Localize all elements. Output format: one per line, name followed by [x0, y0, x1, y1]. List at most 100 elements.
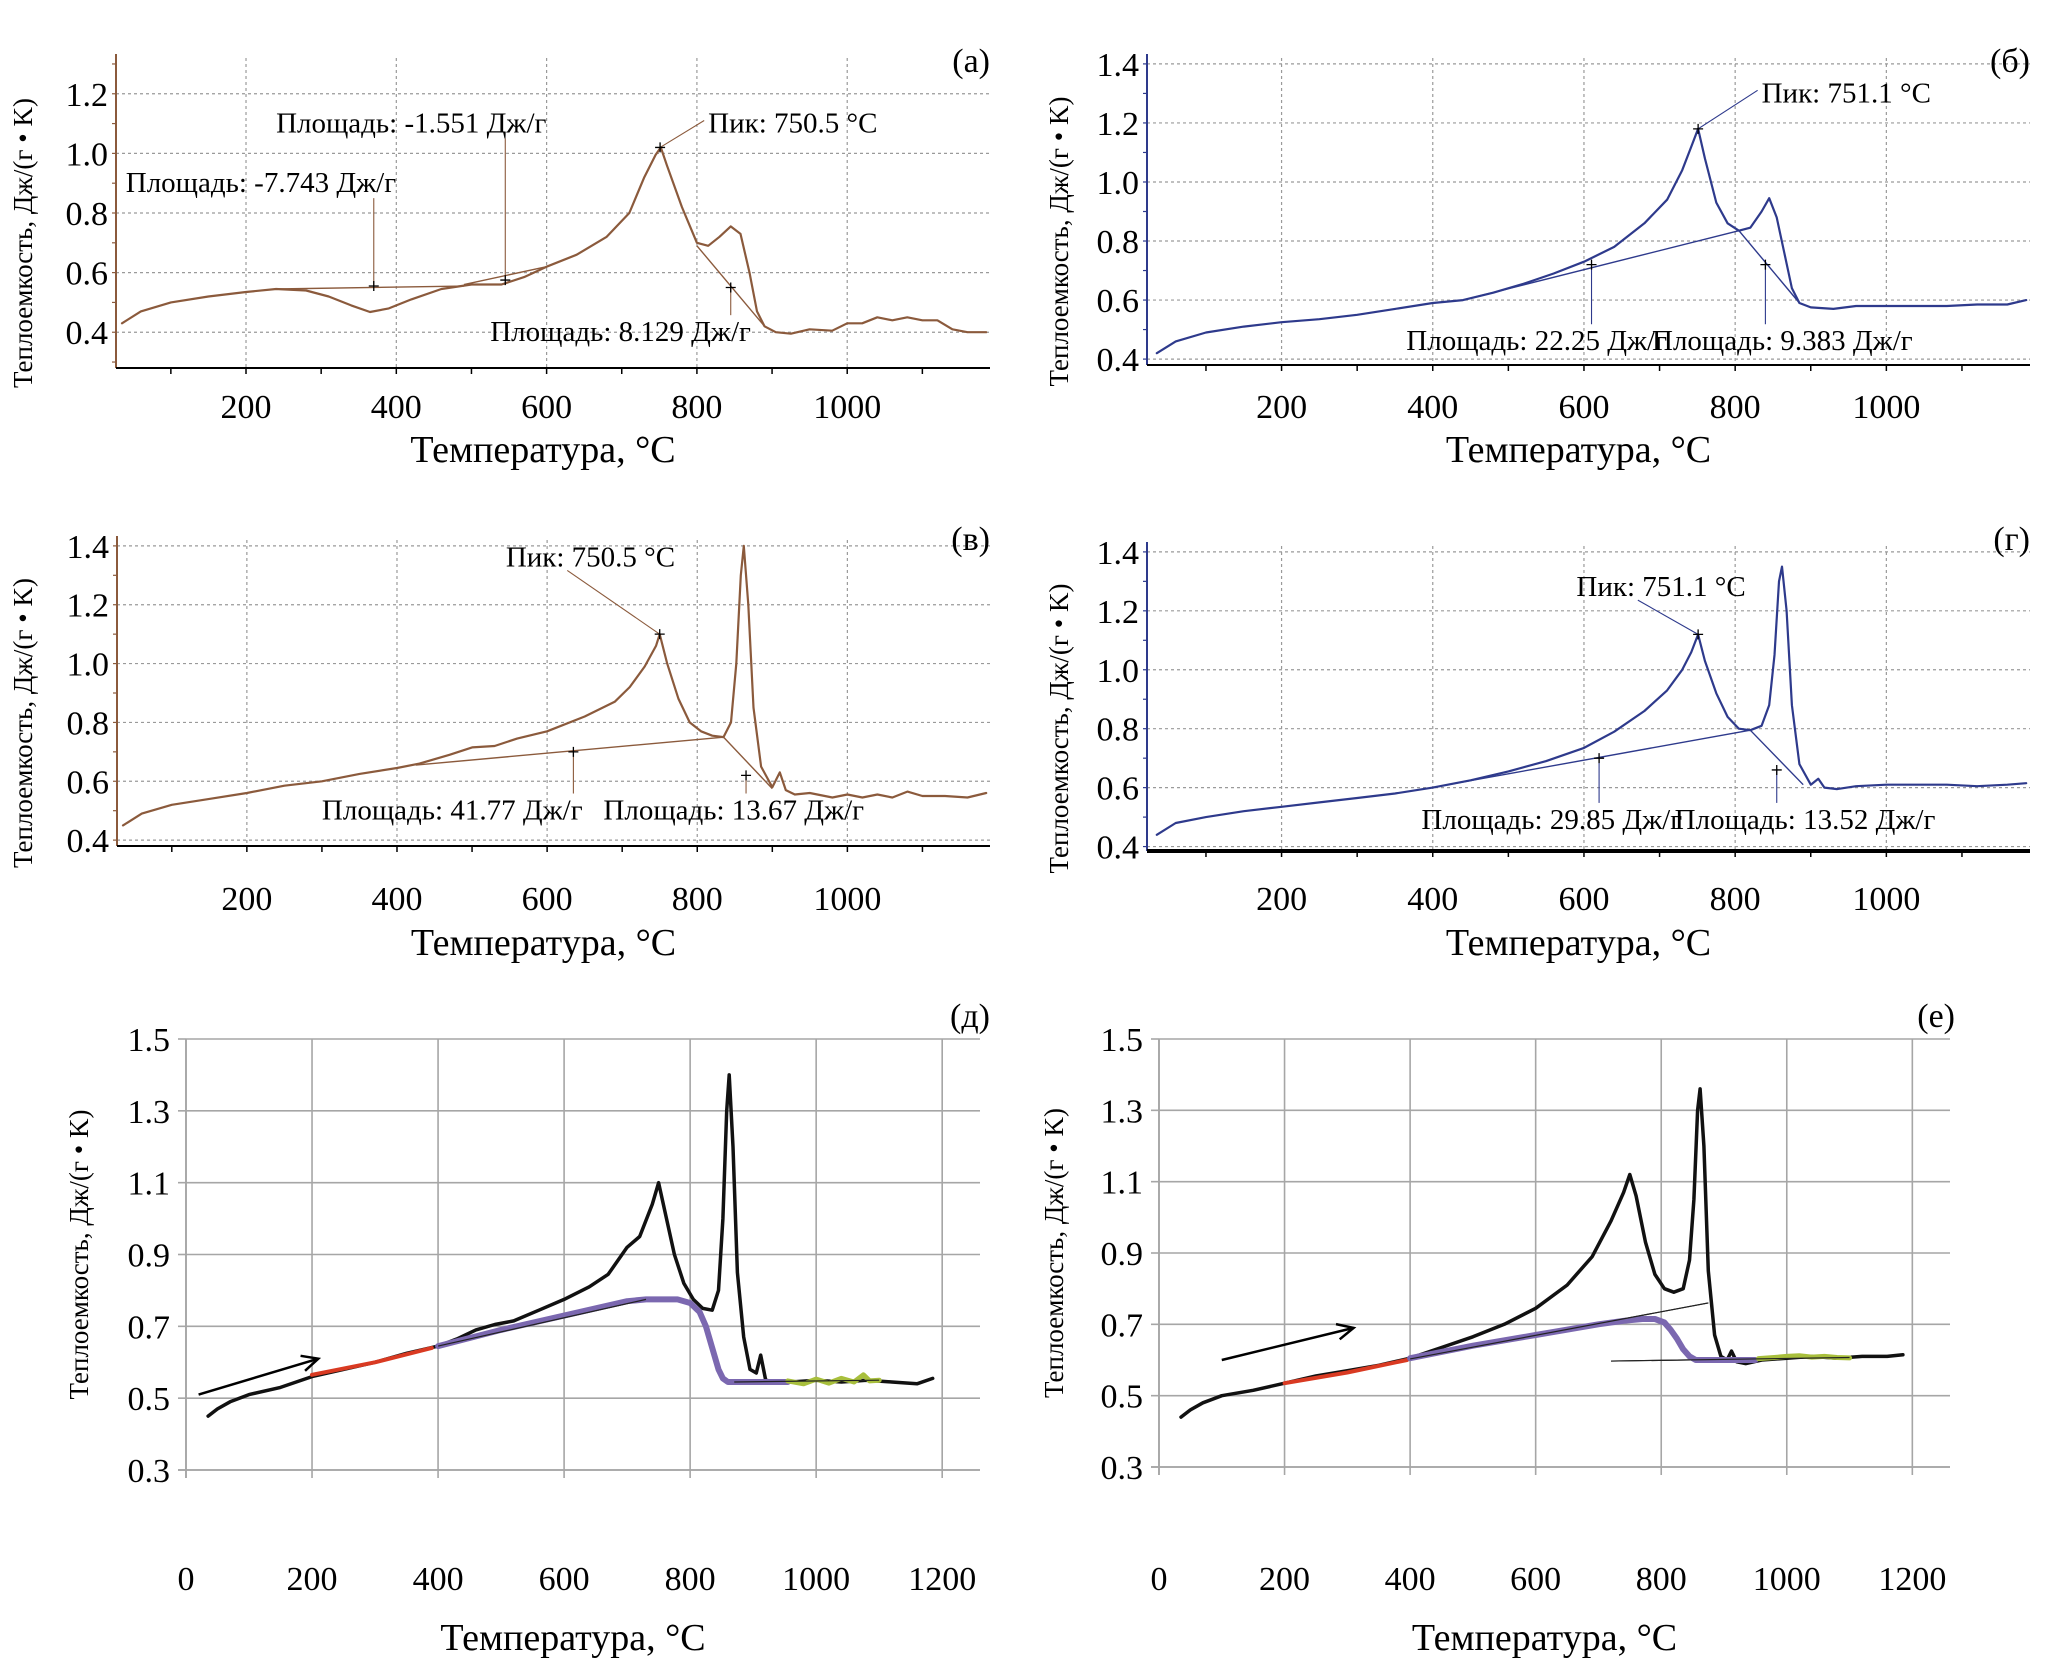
x-axis-title: Температура, °C — [411, 922, 676, 964]
x-tick-label: 0 — [1151, 1561, 1168, 1598]
x-tick-label: 1000 — [1753, 1561, 1821, 1598]
x-tick-label: 400 — [371, 389, 422, 426]
x-tick-label: 200 — [1256, 389, 1307, 426]
y-tick-label: 1.0 — [67, 647, 110, 684]
y-tick-label: 1.3 — [128, 1094, 171, 1131]
annotation-label: Пик: 750.5 °C — [506, 541, 675, 573]
annotation-label: Пик: 750.5 °C — [708, 108, 877, 140]
x-tick-label: 1000 — [1852, 389, 1920, 426]
baseline-line — [1410, 1302, 1709, 1360]
x-tick-label: 200 — [221, 881, 272, 918]
y-axis-title: Теплоемкость, Дж/(г • K) — [64, 1110, 94, 1400]
x-tick-label: 1000 — [782, 1561, 850, 1598]
x-tick-label: 400 — [413, 1561, 464, 1598]
y-axis-title: Теплоемкость, Дж/(г • K) — [1044, 97, 1074, 387]
annotation-label: Площадь: 22.25 Дж/г — [1406, 325, 1667, 357]
y-tick-label: 1.1 — [128, 1166, 171, 1203]
marker-cross-icon — [1693, 629, 1704, 640]
x-tick-label: 800 — [1636, 1561, 1687, 1598]
baseline-line — [1738, 230, 1800, 304]
marker-cross-icon — [725, 282, 736, 293]
x-axis-title: Температура, °C — [1446, 429, 1711, 471]
series-line-fit-green — [785, 1372, 882, 1387]
heating-arrow — [198, 1357, 319, 1396]
y-tick-label: 0.7 — [128, 1309, 171, 1346]
annotation-label: Площадь: 13.67 Дж/г — [603, 795, 864, 827]
x-tick-label: 400 — [1407, 881, 1458, 918]
panel-label: (в) — [951, 521, 990, 558]
marker-cross-icon — [1771, 764, 1782, 775]
y-tick-label: 0.4 — [1097, 342, 1140, 379]
chart-panel-v: 0.4 0.6 0.8 1.0 1.2 1.4 200 400 600 800 1000 Темпер… — [8, 521, 990, 964]
y-tick-label: 1.5 — [128, 1022, 171, 1059]
series-line-fit-red — [310, 1345, 434, 1377]
x-tick-label: 600 — [522, 881, 573, 918]
series-line-fit-purple — [435, 1296, 791, 1385]
annotation-label: Площадь: 9.383 Дж/г — [1652, 325, 1913, 357]
annotation-leader — [659, 120, 705, 148]
annotation-label: Пик: 751.1 °C — [1762, 77, 1931, 109]
y-tick-label: 1.1 — [1101, 1165, 1144, 1202]
baseline-line — [415, 736, 724, 766]
x-tick-label: 600 — [1558, 881, 1609, 918]
y-tick-label: 0.5 — [128, 1381, 171, 1418]
y-tick-label: 0.6 — [1097, 283, 1140, 320]
y-tick-label: 0.8 — [66, 196, 109, 233]
baseline-line — [1610, 1356, 1850, 1362]
chart-panel-g: 0.4 0.6 0.8 1.0 1.2 1.4 200 400 600 800 1000 Темпер… — [1044, 521, 2030, 964]
baseline-line — [276, 285, 464, 290]
panel-label: (д) — [950, 998, 990, 1035]
arrow-head-icon — [1335, 1322, 1357, 1341]
y-tick-label: 1.4 — [1097, 535, 1140, 572]
y-axis-title: Теплоемкость, Дж/(г • K) — [8, 578, 38, 868]
arrow-head-icon — [300, 1354, 322, 1372]
y-tick-label: 0.3 — [1101, 1450, 1144, 1487]
x-tick-label: 800 — [672, 881, 723, 918]
annotation-label: Пик: 751.1 °C — [1576, 571, 1745, 603]
y-tick-label: 1.5 — [1101, 1022, 1144, 1059]
marker-cross-icon — [1760, 259, 1771, 270]
annotation-leader — [1697, 89, 1758, 130]
x-tick-label: 200 — [221, 389, 272, 426]
x-tick-label: 800 — [1710, 881, 1761, 918]
y-tick-label: 0.9 — [1101, 1236, 1144, 1273]
x-tick-label: 1200 — [908, 1561, 976, 1598]
marker-cross-icon — [741, 770, 752, 781]
x-tick-label: 400 — [371, 881, 422, 918]
x-axis-title: Температура, °C — [440, 1617, 705, 1659]
marker-cross-icon — [654, 629, 665, 640]
y-tick-label: 0.5 — [1101, 1379, 1144, 1416]
marker-cross-icon — [1594, 753, 1605, 764]
x-axis-title: Температура, °C — [410, 429, 675, 471]
x-tick-label: 800 — [665, 1561, 716, 1598]
x-tick-label: 1200 — [1878, 1561, 1946, 1598]
y-tick-label: 0.6 — [66, 256, 109, 293]
marker-cross-icon — [1586, 259, 1597, 270]
y-tick-label: 0.9 — [128, 1238, 171, 1275]
y-tick-label: 0.4 — [1097, 830, 1140, 867]
x-tick-label: 200 — [1256, 881, 1307, 918]
x-tick-label: 200 — [287, 1561, 338, 1598]
y-tick-label: 1.2 — [67, 588, 110, 625]
x-tick-label: 800 — [1710, 389, 1761, 426]
y-tick-label: 0.4 — [67, 823, 110, 860]
chart-panel-b: 0.4 0.6 0.8 1.0 1.2 1.4 200 400 600 800 1000 Темпер… — [1044, 43, 2030, 471]
panel-label: (г) — [1993, 521, 2030, 558]
annotation-leader — [1637, 599, 1699, 635]
x-tick-label: 600 — [1558, 389, 1609, 426]
chart-panel-d: 0.3 0.5 0.7 0.9 1.1 1.3 1.5 0 200 400 600 800 1000 12… — [64, 998, 990, 1659]
marker-cross-icon — [368, 281, 379, 292]
series-line-Cp — [206, 1073, 935, 1418]
y-tick-label: 1.0 — [66, 136, 109, 173]
annotation-label: Площадь: 13.52 Дж/г — [1675, 804, 1936, 836]
x-axis-title: Температура, °C — [1446, 922, 1711, 964]
x-tick-label: 400 — [1385, 1561, 1436, 1598]
series-line-Cp — [1155, 127, 2028, 355]
baseline-line — [723, 736, 773, 790]
y-tick-label: 1.0 — [1097, 165, 1140, 202]
chart-panel-a: 0.4 0.6 0.8 1.0 1.2 200 400 600 800 1000 Температу… — [8, 43, 990, 471]
panel-label: (а) — [952, 43, 990, 80]
y-tick-label: 0.8 — [67, 705, 110, 742]
